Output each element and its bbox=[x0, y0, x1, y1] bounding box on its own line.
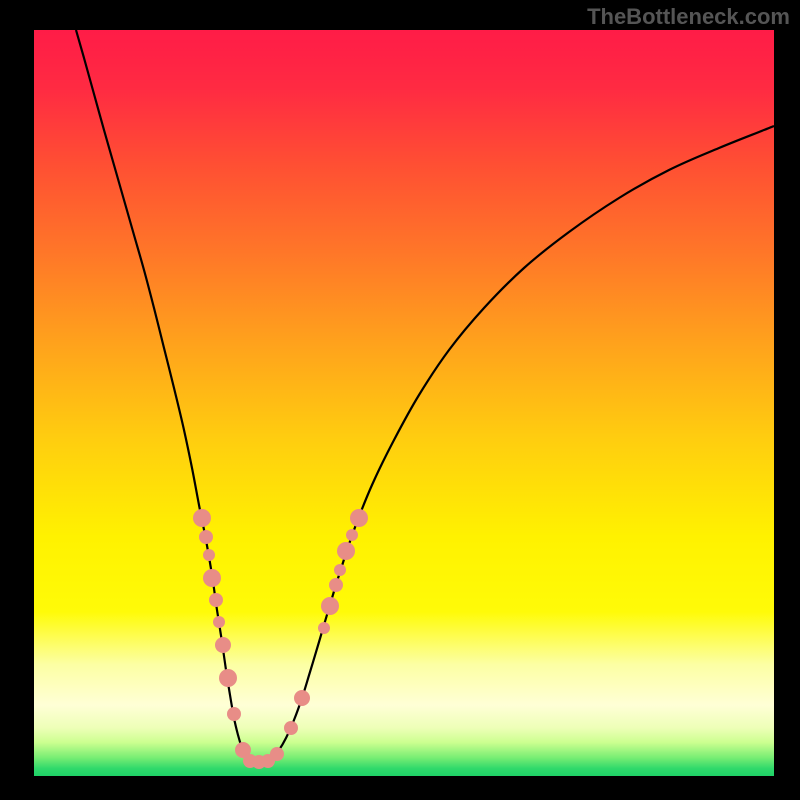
data-marker bbox=[294, 690, 310, 706]
data-marker bbox=[203, 549, 215, 561]
data-marker bbox=[270, 747, 284, 761]
data-marker bbox=[213, 616, 225, 628]
data-marker bbox=[193, 509, 211, 527]
data-marker bbox=[203, 569, 221, 587]
data-marker bbox=[337, 542, 355, 560]
data-marker bbox=[321, 597, 339, 615]
data-marker bbox=[219, 669, 237, 687]
chart-svg bbox=[34, 30, 774, 776]
data-marker bbox=[284, 721, 298, 735]
markers-group bbox=[193, 509, 368, 769]
data-marker bbox=[215, 637, 231, 653]
data-marker bbox=[346, 529, 358, 541]
curve-right bbox=[259, 126, 774, 762]
data-marker bbox=[199, 530, 213, 544]
plot-area bbox=[34, 30, 774, 776]
data-marker bbox=[334, 564, 346, 576]
data-marker bbox=[350, 509, 368, 527]
data-marker bbox=[318, 622, 330, 634]
watermark-text: TheBottleneck.com bbox=[587, 4, 790, 30]
curve-left bbox=[76, 30, 259, 762]
data-marker bbox=[209, 593, 223, 607]
data-marker bbox=[329, 578, 343, 592]
data-marker bbox=[227, 707, 241, 721]
